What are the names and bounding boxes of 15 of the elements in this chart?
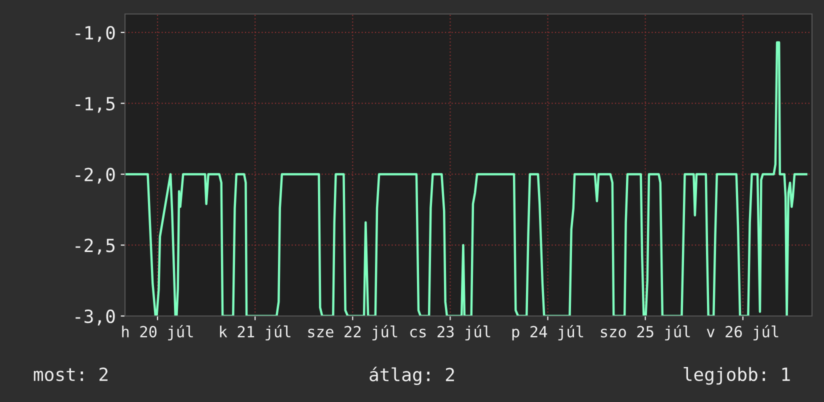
x-tick-label: szo 25 júl [600, 325, 690, 340]
x-tick-label: p 24 júl [512, 325, 584, 340]
text: átlag: 2 [370, 366, 454, 386]
y-tick-label: -1,5 [76, 97, 115, 113]
x-tick-label: v 26 júl [706, 325, 778, 340]
x-tick-label: sze 22 júl [308, 325, 398, 340]
x-tick-label: h 20 júl [122, 325, 193, 340]
x-tick-label: cs 23 júl [410, 325, 490, 340]
y-tick-label: -1,0 [76, 26, 115, 42]
x-tick-label: k 21 júl [220, 325, 290, 340]
text: legjobb: 1 [684, 367, 790, 385]
text: most: 2 [34, 368, 108, 382]
y-tick-label: -2,5 [76, 238, 115, 255]
y-tick-label: -3,0 [76, 310, 115, 326]
y-tick-label: -2,0 [76, 168, 115, 184]
